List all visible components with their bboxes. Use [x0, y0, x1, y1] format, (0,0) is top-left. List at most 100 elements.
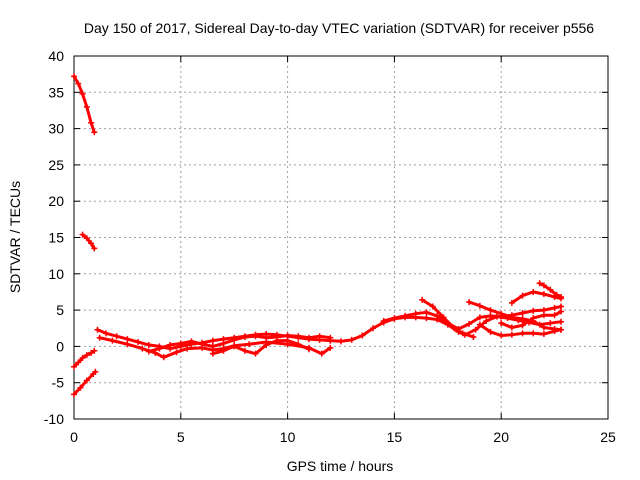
- data-point: [476, 314, 483, 321]
- x-tick-label: 15: [387, 429, 403, 445]
- series-line-arc-8: [211, 339, 311, 356]
- data-point: [241, 333, 248, 340]
- data-point: [75, 80, 82, 87]
- data-point: [167, 341, 174, 348]
- data-point: [487, 312, 494, 319]
- data-point: [295, 341, 302, 348]
- data-point: [540, 312, 547, 319]
- y-tick-label: 5: [56, 302, 64, 318]
- data-point: [519, 292, 526, 299]
- y-tick-label: -10: [44, 411, 64, 427]
- data-point: [241, 347, 248, 354]
- data-point: [263, 334, 270, 341]
- data-point: [199, 341, 206, 348]
- data-point: [540, 324, 547, 331]
- data-point: [83, 103, 90, 110]
- data-point: [113, 333, 120, 340]
- data-point: [220, 347, 227, 354]
- data-point: [184, 345, 191, 352]
- data-point: [483, 317, 490, 324]
- data-point: [558, 294, 565, 301]
- data-point: [551, 304, 558, 311]
- y-tick-label: 20: [48, 193, 64, 209]
- data-point: [145, 348, 152, 355]
- data-point: [252, 333, 259, 340]
- data-point: [498, 310, 505, 317]
- data-point: [530, 307, 537, 314]
- data-point: [103, 330, 110, 337]
- data-point: [209, 343, 216, 350]
- data-point: [92, 368, 99, 375]
- data-point: [91, 347, 98, 354]
- data-point: [77, 384, 84, 391]
- data-point: [327, 344, 334, 351]
- data-point: [124, 336, 131, 343]
- y-tick-label: -5: [52, 375, 65, 391]
- data-point: [536, 280, 543, 287]
- data-point: [94, 326, 101, 333]
- data-point: [459, 330, 466, 337]
- data-point: [71, 391, 77, 398]
- data-point: [91, 245, 98, 252]
- data-point: [295, 333, 302, 340]
- data-point: [209, 350, 216, 357]
- data-point: [83, 352, 90, 359]
- data-point: [530, 315, 537, 322]
- data-point: [316, 333, 323, 340]
- data-point: [551, 312, 558, 319]
- y-tick-label: 25: [48, 157, 64, 173]
- data-point: [547, 320, 554, 327]
- data-point: [209, 337, 216, 344]
- data-point: [305, 346, 312, 353]
- data-point: [508, 299, 515, 306]
- y-tick-label: 0: [56, 338, 64, 354]
- data-point: [470, 333, 477, 340]
- data-point: [558, 308, 565, 315]
- data-point: [370, 325, 377, 332]
- data-point: [246, 341, 253, 348]
- data-point: [472, 326, 479, 333]
- data-point: [96, 334, 103, 341]
- data-point: [558, 318, 565, 325]
- series-line-arc-12: [467, 300, 563, 332]
- y-tick-label: 10: [48, 266, 64, 282]
- data-point: [135, 339, 142, 346]
- y-tick-label: 30: [48, 121, 64, 137]
- data-point: [79, 90, 86, 97]
- data-point: [419, 296, 426, 303]
- data-point: [124, 341, 131, 348]
- data-point: [188, 338, 195, 345]
- data-point: [284, 332, 291, 339]
- data-point: [83, 377, 90, 384]
- series-line-arc-2: [81, 233, 96, 250]
- data-point: [498, 332, 505, 339]
- data-point: [476, 302, 483, 309]
- data-point: [476, 321, 483, 328]
- data-point: [540, 282, 547, 289]
- data-point: [177, 340, 184, 347]
- data-point: [75, 359, 82, 366]
- data-point: [519, 310, 526, 317]
- x-tick-label: 5: [177, 429, 185, 445]
- data-point: [273, 337, 280, 344]
- data-point: [558, 303, 565, 310]
- data-point: [402, 312, 409, 319]
- y-tick-label: 35: [48, 84, 64, 100]
- data-point: [91, 129, 98, 136]
- data-point: [434, 312, 441, 319]
- data-point: [380, 317, 387, 324]
- data-point: [429, 303, 436, 310]
- data-point: [540, 307, 547, 314]
- data-point: [519, 315, 526, 322]
- data-point: [551, 328, 558, 335]
- data-point: [391, 315, 398, 322]
- data-point: [109, 337, 116, 344]
- data-point: [359, 332, 366, 339]
- data-point: [338, 338, 344, 345]
- data-point: [71, 73, 77, 80]
- data-point: [88, 240, 95, 247]
- data-point: [466, 320, 473, 327]
- data-point: [412, 310, 419, 317]
- chart-title: Day 150 of 2017, Sidereal Day-to-day VTE…: [84, 20, 594, 36]
